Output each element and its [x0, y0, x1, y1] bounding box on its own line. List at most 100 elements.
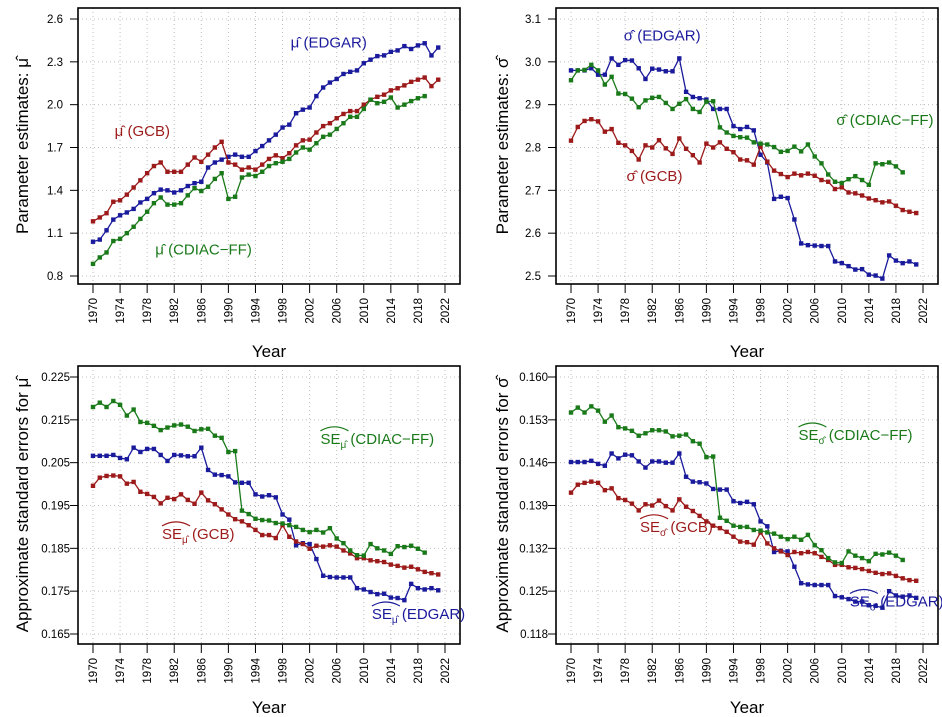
annotation-label: μ̂ (CDIAC−FF) [155, 242, 252, 259]
data-point [717, 525, 723, 531]
data-point [280, 512, 285, 517]
data-point [354, 68, 360, 73]
data-point [138, 216, 143, 222]
annotation-se-symbol: SE [162, 526, 182, 543]
data-point [907, 209, 912, 214]
data-point [771, 144, 777, 150]
data-point [408, 581, 414, 587]
data-point [683, 96, 689, 102]
data-point [717, 515, 723, 520]
data-point [744, 124, 750, 130]
data-point [158, 501, 163, 506]
series-line [92, 474, 439, 576]
data-point [104, 250, 109, 255]
annotation-symbol: μ̂ [155, 242, 167, 259]
data-point [381, 53, 387, 58]
data-point [158, 195, 163, 200]
data-point [609, 56, 614, 61]
data-point [616, 424, 621, 430]
data-point [853, 174, 858, 179]
annotation-subscript: σ̂ [818, 435, 826, 447]
data-point [97, 400, 102, 405]
data-point [341, 71, 346, 77]
data-point [826, 179, 831, 184]
data-point [914, 595, 919, 601]
data-point [266, 518, 272, 523]
data-point [266, 532, 272, 538]
data-point [602, 82, 608, 87]
data-point [253, 516, 258, 521]
data-point [293, 524, 299, 530]
data-point [375, 591, 380, 597]
data-point [138, 449, 143, 455]
data-point [710, 106, 716, 112]
data-point [656, 459, 662, 464]
data-point [205, 184, 211, 189]
data-point [853, 267, 858, 272]
data-point [226, 154, 231, 159]
series-edgar [90, 41, 441, 244]
data-point [368, 57, 373, 62]
data-point [199, 427, 204, 432]
annotation-text: (CDIAC−FF) [829, 427, 913, 444]
data-point [199, 159, 204, 164]
x-tick-label: 1982 [647, 298, 659, 324]
data-point [751, 128, 756, 133]
y-tick-label: 0.175 [41, 586, 70, 598]
annotation-subscript: μ̂ [392, 614, 400, 626]
data-point [388, 95, 394, 100]
data-point [832, 186, 838, 192]
data-point [819, 547, 824, 553]
data-point [683, 432, 689, 437]
data-point [582, 67, 587, 73]
x-tick-label: 1974 [593, 657, 605, 683]
annotation-symbol: μ̂ [115, 123, 127, 140]
data-point [178, 200, 184, 206]
data-point [805, 171, 811, 176]
data-point [907, 577, 912, 583]
data-point [97, 255, 102, 260]
data-point [199, 179, 204, 184]
x-tick-label: 2002 [305, 658, 317, 684]
annotation-symbol: σ̂ [624, 27, 636, 44]
data-point [826, 555, 831, 561]
data-point [131, 206, 136, 212]
x-tick-label: 1978 [620, 658, 632, 684]
data-point [192, 501, 197, 506]
y-axis-label-symbol: σ̂ [493, 55, 512, 68]
data-point [111, 452, 116, 458]
data-point [293, 539, 299, 544]
annotation-gcb: σ̂ (GCB) [627, 168, 683, 185]
data-point [219, 507, 224, 512]
data-point [738, 500, 743, 506]
data-point [273, 153, 278, 158]
data-point [839, 260, 844, 266]
data-point [839, 180, 844, 186]
data-point [622, 91, 628, 97]
data-point [724, 146, 729, 151]
annotation-gcb: μ̂ (GCB) [115, 123, 170, 140]
data-point [650, 66, 655, 71]
data-point [744, 158, 750, 163]
data-point [602, 488, 608, 493]
data-point [704, 454, 709, 460]
data-point [381, 548, 387, 553]
data-point [293, 111, 299, 116]
data-point [395, 543, 400, 549]
data-point [846, 549, 851, 554]
annotation-subscript: σ̂ [660, 527, 668, 539]
data-point [314, 130, 319, 135]
data-point [805, 532, 811, 538]
x-tick-label: 1998 [756, 658, 768, 684]
data-point [246, 172, 251, 177]
data-point [320, 573, 326, 578]
data-point [697, 109, 702, 115]
y-axis-label-text: Approximate standard errors for [493, 392, 512, 632]
data-point [609, 126, 614, 132]
x-tick-label: 2010 [837, 658, 849, 684]
data-point [826, 243, 831, 249]
data-point [422, 93, 427, 99]
annotation-label: μ̂ (EDGAR) [291, 35, 367, 52]
y-tick-label: 0.165 [41, 629, 70, 641]
data-point [422, 587, 427, 592]
